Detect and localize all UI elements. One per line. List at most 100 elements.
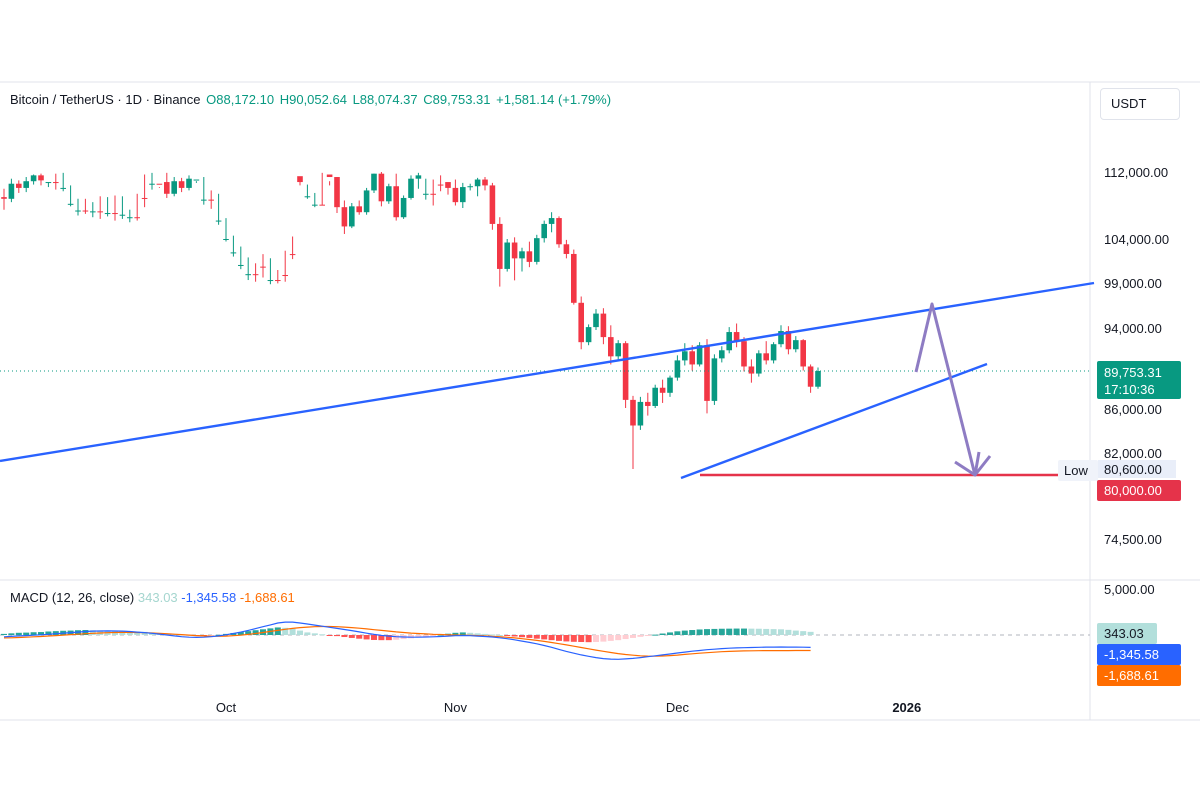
macd-line bbox=[3, 621, 811, 660]
candle-body bbox=[460, 187, 466, 203]
candle-body bbox=[82, 210, 89, 212]
candle-body bbox=[622, 343, 629, 400]
candle-body bbox=[815, 370, 821, 387]
candle-body bbox=[23, 181, 29, 188]
price-tag-value: 89,753.31 bbox=[1104, 365, 1162, 380]
price-axis[interactable]: 112,000.00 104,000.00 99,000.00 94,000.00 86… bbox=[1104, 165, 1169, 597]
macd-histogram-bar bbox=[674, 631, 681, 635]
macd-histogram-bar bbox=[755, 628, 762, 635]
time-tick-label: Dec bbox=[666, 700, 690, 715]
candle-body bbox=[134, 217, 140, 219]
candle-body bbox=[67, 203, 74, 205]
currency-unit-button[interactable]: USDT bbox=[1100, 88, 1180, 120]
candle-body bbox=[645, 401, 651, 406]
candle-body bbox=[682, 351, 688, 361]
macd-histogram-bar bbox=[378, 635, 385, 641]
candle-body bbox=[519, 251, 525, 259]
candle-body bbox=[386, 186, 392, 202]
macd-histogram-bar bbox=[489, 634, 496, 636]
candle-body bbox=[349, 206, 355, 227]
macd-histogram-bar bbox=[593, 635, 599, 642]
macd-histogram-bar bbox=[208, 635, 215, 636]
macd-histogram-bar bbox=[452, 632, 459, 635]
macd-histogram-bar bbox=[556, 635, 562, 641]
candle-body bbox=[282, 275, 288, 277]
macd-hist-tag-value: 343.03 bbox=[1104, 626, 1144, 641]
time-tick-label: Oct bbox=[216, 700, 237, 715]
candle-body bbox=[201, 199, 207, 201]
macd-lines bbox=[3, 621, 811, 660]
macd-histogram-bar bbox=[792, 630, 799, 635]
macd-histogram-bar bbox=[1, 633, 7, 635]
candle-body bbox=[497, 223, 503, 269]
macd-histogram-bar bbox=[134, 631, 141, 635]
candle-body bbox=[97, 211, 103, 213]
low-label: Low bbox=[1064, 463, 1088, 478]
candle-body bbox=[704, 345, 710, 401]
candle-body bbox=[112, 213, 118, 215]
macd-histogram-bar bbox=[689, 630, 696, 635]
candle-body bbox=[778, 331, 784, 345]
price-tick-label: 99,000.00 bbox=[1104, 276, 1162, 291]
candle-body bbox=[171, 181, 177, 194]
candle-body bbox=[437, 184, 444, 186]
candle-body bbox=[119, 214, 126, 216]
trend-drawings[interactable] bbox=[0, 281, 1095, 480]
macd-histogram-bar bbox=[126, 631, 133, 635]
candle-body bbox=[637, 401, 644, 426]
candle-body bbox=[215, 220, 222, 222]
macd-histogram-bar bbox=[237, 632, 244, 635]
macd-histogram-bar bbox=[681, 630, 688, 635]
macd-legend-hist: 343.03 bbox=[137, 590, 178, 605]
ohlc-legend: Bitcoin / TetherUS · 1D · Binance O88,17… bbox=[10, 92, 613, 107]
candle-body bbox=[245, 274, 251, 276]
macd-histogram-bar bbox=[585, 635, 592, 643]
macd-histogram-bar bbox=[437, 634, 444, 636]
candle-body bbox=[230, 252, 237, 254]
candle-body bbox=[445, 182, 451, 188]
candle-body bbox=[408, 178, 414, 198]
candle-body bbox=[312, 204, 318, 206]
macd-histogram-bar bbox=[289, 628, 296, 635]
macd-legend-macd: -1,345.58 bbox=[181, 590, 237, 605]
candle-body bbox=[630, 399, 636, 426]
candle-body bbox=[193, 179, 200, 181]
candle-body bbox=[793, 340, 799, 350]
macd-histogram-bar bbox=[334, 635, 340, 637]
macd-histogram-bar bbox=[600, 635, 607, 642]
macd-histogram-bar bbox=[570, 635, 577, 642]
macd-histogram-bar bbox=[341, 635, 348, 638]
macd-histogram-bar bbox=[393, 635, 400, 640]
macd-histogram-bar bbox=[637, 635, 644, 637]
macd-histogram-bar bbox=[778, 629, 784, 635]
candle-body bbox=[534, 238, 540, 262]
candle-body bbox=[38, 175, 44, 181]
macd-histogram-bar bbox=[474, 633, 481, 635]
candle-body bbox=[75, 210, 81, 212]
candle-body bbox=[304, 196, 311, 198]
candle-body bbox=[511, 242, 518, 259]
candle-body bbox=[430, 193, 436, 195]
candle-body bbox=[371, 173, 377, 191]
macd-histogram-bar bbox=[519, 635, 525, 638]
candle-body bbox=[60, 187, 66, 189]
candle-body bbox=[423, 193, 429, 195]
macd-histogram-bar bbox=[548, 635, 555, 641]
macd-histogram-bar bbox=[578, 635, 585, 642]
price-tick-label: 82,000.00 bbox=[1104, 446, 1162, 461]
macd-legend-signal: -1,688.61 bbox=[239, 590, 295, 605]
macd-histogram-bar bbox=[304, 632, 311, 635]
macd-label[interactable]: MACD (12, 26, close) bbox=[10, 590, 135, 605]
time-axis[interactable]: Oct Nov Dec 2026 bbox=[216, 700, 921, 715]
candle-body bbox=[223, 239, 229, 240]
symbol-name[interactable]: Bitcoin / TetherUS · 1D · Binance bbox=[10, 92, 201, 107]
wedge-support-line bbox=[680, 362, 988, 480]
candle-body bbox=[482, 179, 488, 186]
candlestick-series bbox=[0, 172, 1090, 470]
candle-body bbox=[141, 197, 148, 199]
macd-histogram-bar bbox=[630, 635, 636, 638]
macd-histogram-bar bbox=[511, 635, 518, 637]
macd-histogram-bar bbox=[607, 635, 614, 641]
macd-histogram-bar bbox=[415, 635, 422, 638]
